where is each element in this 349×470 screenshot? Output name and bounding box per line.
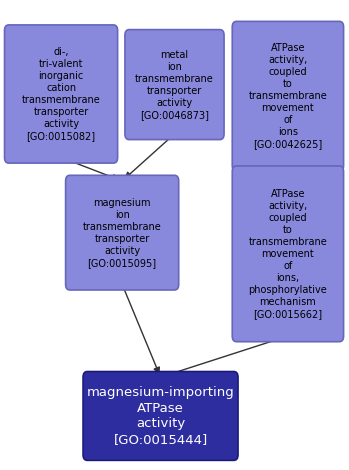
FancyBboxPatch shape <box>5 25 118 163</box>
Text: magnesium
ion
transmembrane
transporter
activity
[GO:0015095]: magnesium ion transmembrane transporter … <box>83 198 162 267</box>
FancyBboxPatch shape <box>66 175 179 290</box>
Text: metal
ion
transmembrane
transporter
activity
[GO:0046873]: metal ion transmembrane transporter acti… <box>135 50 214 119</box>
Text: di-,
tri-valent
inorganic
cation
transmembrane
transporter
activity
[GO:0015082]: di-, tri-valent inorganic cation transme… <box>22 47 101 141</box>
FancyBboxPatch shape <box>232 166 343 342</box>
FancyBboxPatch shape <box>125 30 224 140</box>
Text: ATPase
activity,
coupled
to
transmembrane
movement
of
ions,
phosphorylative
mech: ATPase activity, coupled to transmembran… <box>248 189 327 319</box>
FancyBboxPatch shape <box>232 21 343 171</box>
Text: magnesium-importing
ATPase
activity
[GO:0015444]: magnesium-importing ATPase activity [GO:… <box>87 386 235 446</box>
FancyBboxPatch shape <box>83 371 238 461</box>
Text: ATPase
activity,
coupled
to
transmembrane
movement
of
ions
[GO:0042625]: ATPase activity, coupled to transmembran… <box>248 43 327 149</box>
